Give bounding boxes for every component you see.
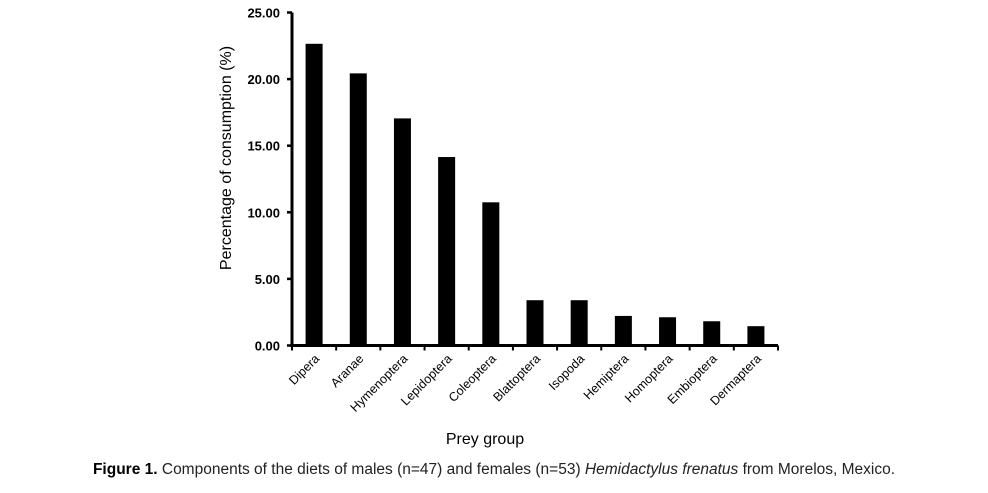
y-tick-label: 10.00 [247,205,280,220]
x-tick-label: Aranae [328,352,366,390]
y-tick-label: 15.00 [247,139,280,154]
bar-hemiptera [614,315,632,346]
x-tick-label: Isopoda [546,352,587,393]
x-tick-label: Coleoptera [446,352,499,405]
y-tick-label: 5.00 [255,272,280,287]
y-tick-label: 20.00 [247,72,280,87]
y-axis: 0.00 5.00 10.00 15.00 20.00 25.00 [247,6,294,354]
caption-label: Figure 1. [92,461,158,478]
figure-caption: Figure 1. Components of the diets of mal… [0,461,988,479]
x-tick-label: Dipera [286,352,322,388]
x-axis: Dipera AranaeHymenopteraLepidopteraColeop… [286,344,779,415]
y-tick-label: 25.00 [247,6,280,21]
caption-text: Components of the diets of males (n=47) … [157,461,585,478]
bar-hymenoptera [393,118,411,346]
bar-dermaptera [747,326,765,346]
bar-homoptera [659,317,677,346]
bar-embioptera [703,321,721,346]
bar-blattoptera [526,300,544,346]
x-tick-label: Blattoptera [490,352,543,405]
bar-dipera [305,43,323,346]
bars [305,43,765,346]
bar-isopoda [570,300,588,346]
bar-aranae [349,73,367,346]
y-axis-label: Percentage of consumption (%) [218,46,235,270]
bar-coleoptera [482,202,500,346]
caption-text-end: from Morelos, Mexico. [738,461,896,478]
caption-species: Hemidactylus frenatus [584,461,739,478]
bar-lepidoptera [438,157,456,346]
x-axis-label: Prey group [446,431,524,448]
y-tick-label: 0.00 [255,339,280,354]
